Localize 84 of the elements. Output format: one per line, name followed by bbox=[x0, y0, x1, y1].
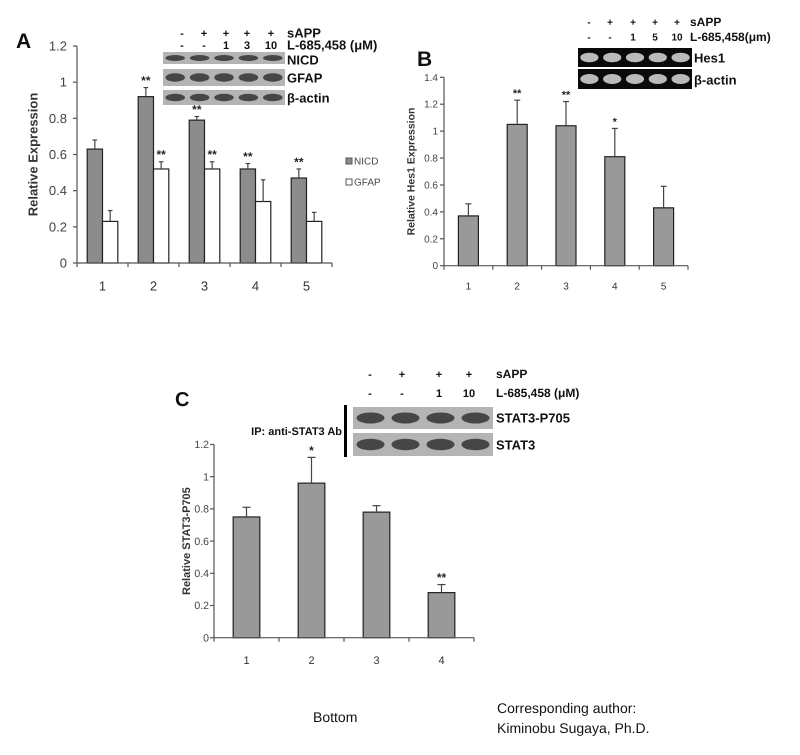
data-label: ** bbox=[562, 90, 571, 102]
y-tick-label: 1.2 bbox=[48, 38, 67, 54]
x-tick-label: 3 bbox=[373, 654, 380, 667]
text: - + + + bbox=[368, 368, 472, 381]
annotation: β-actin bbox=[287, 90, 330, 106]
y-tick-label: 0.8 bbox=[194, 504, 210, 516]
data-label: * bbox=[612, 116, 618, 128]
x-tick-label: 5 bbox=[302, 278, 310, 294]
y-tick-label: 0.4 bbox=[48, 183, 67, 198]
text: - - 1 5 10 bbox=[587, 32, 683, 44]
y-tick-label: 1.2 bbox=[424, 100, 438, 111]
data-label: ** bbox=[294, 154, 304, 169]
y-tick-label: 1 bbox=[203, 471, 210, 484]
y-tick-label: 0.2 bbox=[48, 219, 67, 234]
data-label: ** bbox=[141, 74, 151, 88]
x-tick-label: 2 bbox=[514, 282, 520, 292]
y-tick-label: 0 bbox=[60, 256, 67, 271]
x-tick-label: 2 bbox=[150, 278, 158, 294]
bar bbox=[232, 516, 260, 638]
data-label: ** bbox=[512, 88, 522, 100]
legend-label: NICD bbox=[354, 156, 378, 168]
text: GFAP bbox=[354, 178, 382, 188]
annotation: GFAP bbox=[287, 70, 323, 86]
y-tick-label: 0.4 bbox=[194, 568, 210, 580]
x-tick-label: 4 bbox=[438, 654, 445, 667]
y-tick-label: 1.2 bbox=[194, 439, 210, 452]
y-tick-label: 0.6 bbox=[424, 180, 438, 192]
data-label: ** bbox=[207, 148, 218, 162]
y-axis-title: Relative Expression bbox=[26, 92, 41, 216]
y-tick-label: 0.2 bbox=[424, 234, 438, 246]
data-label: ** bbox=[436, 570, 446, 585]
text: STAT3-P705 bbox=[496, 410, 570, 426]
chart-title: C bbox=[175, 389, 190, 411]
data-label: ** bbox=[243, 150, 253, 164]
text: β-actin bbox=[694, 72, 737, 88]
chart-title: A bbox=[16, 30, 32, 53]
bar bbox=[555, 125, 577, 266]
x-tick-label: 5 bbox=[660, 282, 667, 292]
y-tick-label: 0 bbox=[203, 632, 210, 644]
bar bbox=[428, 592, 456, 638]
text: IP: anti-STAT3 Ab bbox=[251, 426, 342, 438]
x-tick-label: 4 bbox=[252, 278, 260, 294]
text: - - 1 3 10 bbox=[180, 40, 278, 52]
text: L-685,458(μm) bbox=[690, 30, 771, 44]
bar bbox=[362, 512, 390, 638]
text: L-685,458 (μM) bbox=[496, 386, 580, 400]
text: Bottom bbox=[313, 708, 358, 725]
y-tick-label: 1 bbox=[432, 126, 438, 138]
text: Corresponding author: Kiminobu Sugaya, Ph.D. bbox=[497, 700, 650, 736]
y-tick-label: 0.4 bbox=[424, 207, 438, 218]
y-tick-label: 1.4 bbox=[424, 72, 438, 84]
y-tick-label: 0.8 bbox=[48, 110, 67, 126]
x-tick-label: 1 bbox=[243, 654, 250, 667]
chart-title: B bbox=[417, 48, 432, 71]
text: STAT3 bbox=[496, 438, 536, 453]
y-tick-label: 0.8 bbox=[424, 154, 438, 165]
y-axis-title: Relative STAT3-P705 bbox=[180, 487, 193, 596]
text: sAPP bbox=[496, 367, 528, 382]
text: sAPP bbox=[690, 15, 722, 30]
text: Hes1 bbox=[694, 50, 726, 66]
bar bbox=[604, 156, 626, 266]
text: - + + + + bbox=[180, 28, 274, 40]
bar bbox=[298, 482, 326, 638]
y-tick-label: 0.6 bbox=[48, 147, 67, 162]
bar bbox=[458, 215, 480, 266]
y-tick-label: 1 bbox=[60, 74, 67, 90]
x-tick-label: 1 bbox=[466, 282, 472, 292]
y-tick-label: 0.2 bbox=[194, 600, 210, 612]
x-tick-label: 1 bbox=[98, 278, 106, 294]
y-tick-label: 0.6 bbox=[194, 536, 210, 548]
data-label: * bbox=[309, 443, 314, 458]
x-tick-label: 3 bbox=[200, 278, 208, 294]
x-tick-label: 2 bbox=[308, 654, 315, 667]
y-tick-label: 0 bbox=[432, 261, 438, 272]
bar bbox=[652, 207, 674, 266]
y-axis-title: Relative Hes1 Expression bbox=[406, 108, 418, 236]
data-label: ** bbox=[192, 102, 202, 117]
text: - + + + + bbox=[587, 18, 680, 28]
text: - - 1 10 bbox=[368, 388, 476, 400]
data-label: ** bbox=[156, 148, 166, 162]
x-tick-label: 3 bbox=[563, 282, 570, 292]
bar bbox=[506, 124, 528, 266]
annotation: NICD bbox=[287, 52, 319, 68]
x-tick-label: 4 bbox=[612, 282, 618, 292]
